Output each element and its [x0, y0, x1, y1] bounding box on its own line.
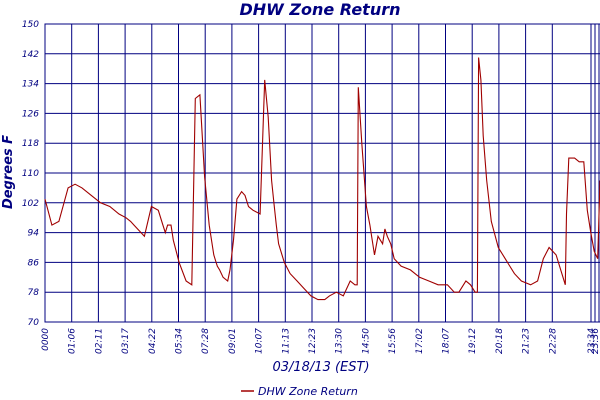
y-tick-label: 126: [22, 109, 39, 119]
x-tick-label: 23:36: [591, 328, 600, 354]
x-tick-label: 04:22: [148, 328, 158, 354]
x-tick-label: 17:02: [415, 328, 425, 354]
grid: [44, 23, 600, 323]
x-tick-label: 20:18: [495, 328, 505, 354]
y-axis-label: Degrees F: [1, 135, 16, 209]
x-axis-label: 03/18/13 (EST): [272, 360, 369, 375]
y-tick-label: 134: [22, 80, 39, 90]
x-tick-label: 11:13: [281, 328, 291, 354]
x-tick-label: 07:28: [201, 328, 211, 354]
x-tick-label: 12:23: [308, 328, 318, 354]
x-tick-label: 0000: [41, 328, 51, 351]
x-tick-label: 14:50: [361, 328, 371, 354]
x-tick-label: 01:06: [68, 328, 78, 354]
series-line-dhw-zone-return: [44, 57, 600, 301]
y-tick-label: 118: [22, 139, 39, 149]
x-tick-label: 05:34: [175, 328, 185, 354]
y-tick-label: 78: [28, 288, 40, 298]
y-tick-label: 70: [28, 318, 40, 328]
y-tick-label: 102: [22, 199, 39, 209]
x-tick-label: 03:17: [121, 328, 131, 354]
x-tick-label: 15:56: [388, 328, 398, 354]
y-tick-label: 94: [28, 229, 40, 239]
x-tick-label: 21:23: [522, 328, 532, 354]
x-tick-label: 13:30: [335, 328, 345, 354]
y-tick-label: 110: [22, 169, 39, 179]
plot-border: [44, 23, 600, 323]
x-tick-label: 19:12: [468, 328, 478, 354]
y-tick-labels: 70 78 86 94 102 110 118 126 134 142 150: [22, 20, 39, 328]
x-tick-label: 10:07: [255, 328, 265, 354]
x-tick-label: 23:34: [587, 328, 597, 354]
x-tick-label: 18:07: [442, 328, 452, 354]
chart-title: DHW Zone Return: [240, 0, 401, 19]
x-tick-labels: 0000 01:06 02:11 03:17 04:22 05:34 07:28 09:01 1…: [41, 328, 600, 354]
y-tick-label: 142: [22, 50, 39, 60]
x-tick-label: 02:11: [94, 328, 104, 354]
y-tick-label: 150: [22, 20, 39, 30]
x-tick-label: 09:01: [228, 328, 238, 354]
legend-label: DHW Zone Return: [258, 385, 358, 398]
x-tick-label: 22:28: [548, 328, 558, 354]
y-tick-label: 86: [28, 258, 40, 268]
